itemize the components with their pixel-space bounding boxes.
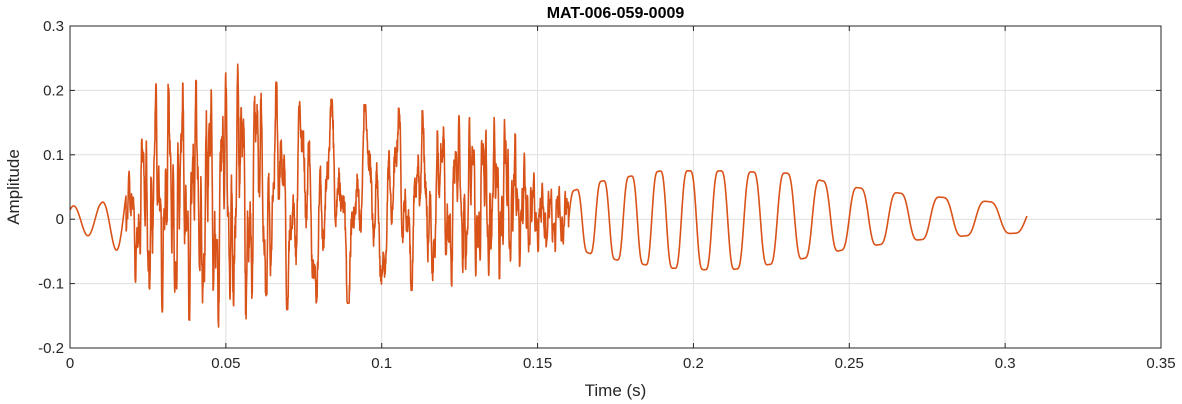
- x-axis-label: Time (s): [585, 381, 647, 400]
- ticks: 0 0.05 0.1 0.15 0.2 0.25 0.3 0.35 -0.2 -0.1 0 0.1 0.…: [38, 18, 1175, 372]
- y-tick-label: -0.1: [38, 276, 64, 293]
- y-axis-label: Amplitude: [4, 149, 23, 225]
- series-layer: [69, 63, 1028, 328]
- x-tick-label: 0.2: [683, 355, 704, 372]
- x-tick-label: 0.25: [835, 355, 864, 372]
- y-tick-label: 0: [56, 211, 64, 228]
- plot-frame: [69, 25, 1162, 349]
- series-line: [69, 63, 1028, 328]
- y-tick-label: 0.1: [43, 147, 64, 164]
- x-tick-label: 0.35: [1146, 355, 1175, 372]
- grid: [70, 26, 1161, 348]
- x-tick-label: 0.1: [371, 355, 392, 372]
- x-tick-label: 0: [66, 355, 74, 372]
- x-tick-label: 0.05: [211, 355, 240, 372]
- y-tick-label: 0.3: [43, 18, 64, 35]
- chart-title: MAT-006-059-0009: [547, 5, 685, 22]
- x-tick-label: 0.15: [523, 355, 552, 372]
- y-tick-label: -0.2: [38, 340, 64, 357]
- y-tick-label: 0.2: [43, 82, 64, 99]
- x-tick-label: 0.3: [995, 355, 1016, 372]
